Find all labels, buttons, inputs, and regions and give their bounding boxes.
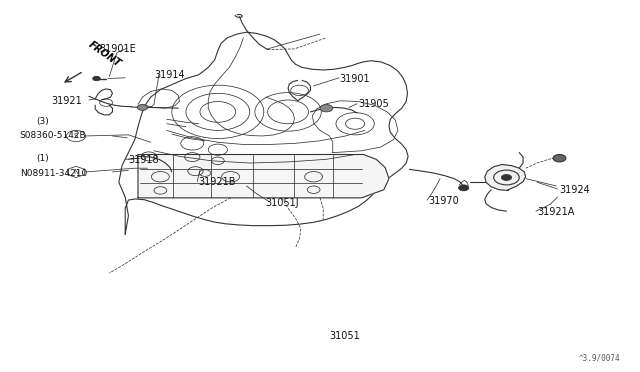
Text: 31901E: 31901E [100, 44, 136, 54]
Text: 31905: 31905 [358, 99, 389, 109]
Text: 31970: 31970 [429, 196, 460, 206]
Text: 31921: 31921 [52, 96, 83, 106]
Text: 31918: 31918 [129, 155, 159, 165]
Polygon shape [138, 154, 389, 198]
Circle shape [553, 154, 566, 162]
Text: 31901: 31901 [339, 74, 370, 84]
Text: N: N [74, 169, 79, 175]
Text: FRONT: FRONT [87, 40, 123, 69]
Text: 31924: 31924 [559, 185, 590, 195]
Text: N08911-34210: N08911-34210 [20, 169, 87, 177]
Text: (1): (1) [36, 154, 49, 163]
Circle shape [320, 105, 333, 112]
Text: (3): (3) [36, 117, 49, 126]
Text: 31921A: 31921A [537, 207, 575, 217]
Circle shape [501, 174, 511, 180]
Text: 31921B: 31921B [198, 177, 236, 187]
Circle shape [93, 76, 100, 81]
Polygon shape [119, 32, 408, 234]
Text: S: S [74, 133, 78, 139]
Polygon shape [484, 164, 525, 190]
Text: S08360-5142B: S08360-5142B [20, 131, 86, 141]
Circle shape [138, 105, 148, 110]
Text: ^3.9/0074: ^3.9/0074 [579, 353, 620, 362]
Text: 31051: 31051 [330, 331, 360, 341]
Circle shape [459, 185, 468, 191]
Text: 31051J: 31051J [266, 198, 300, 208]
Text: 31914: 31914 [154, 70, 184, 80]
